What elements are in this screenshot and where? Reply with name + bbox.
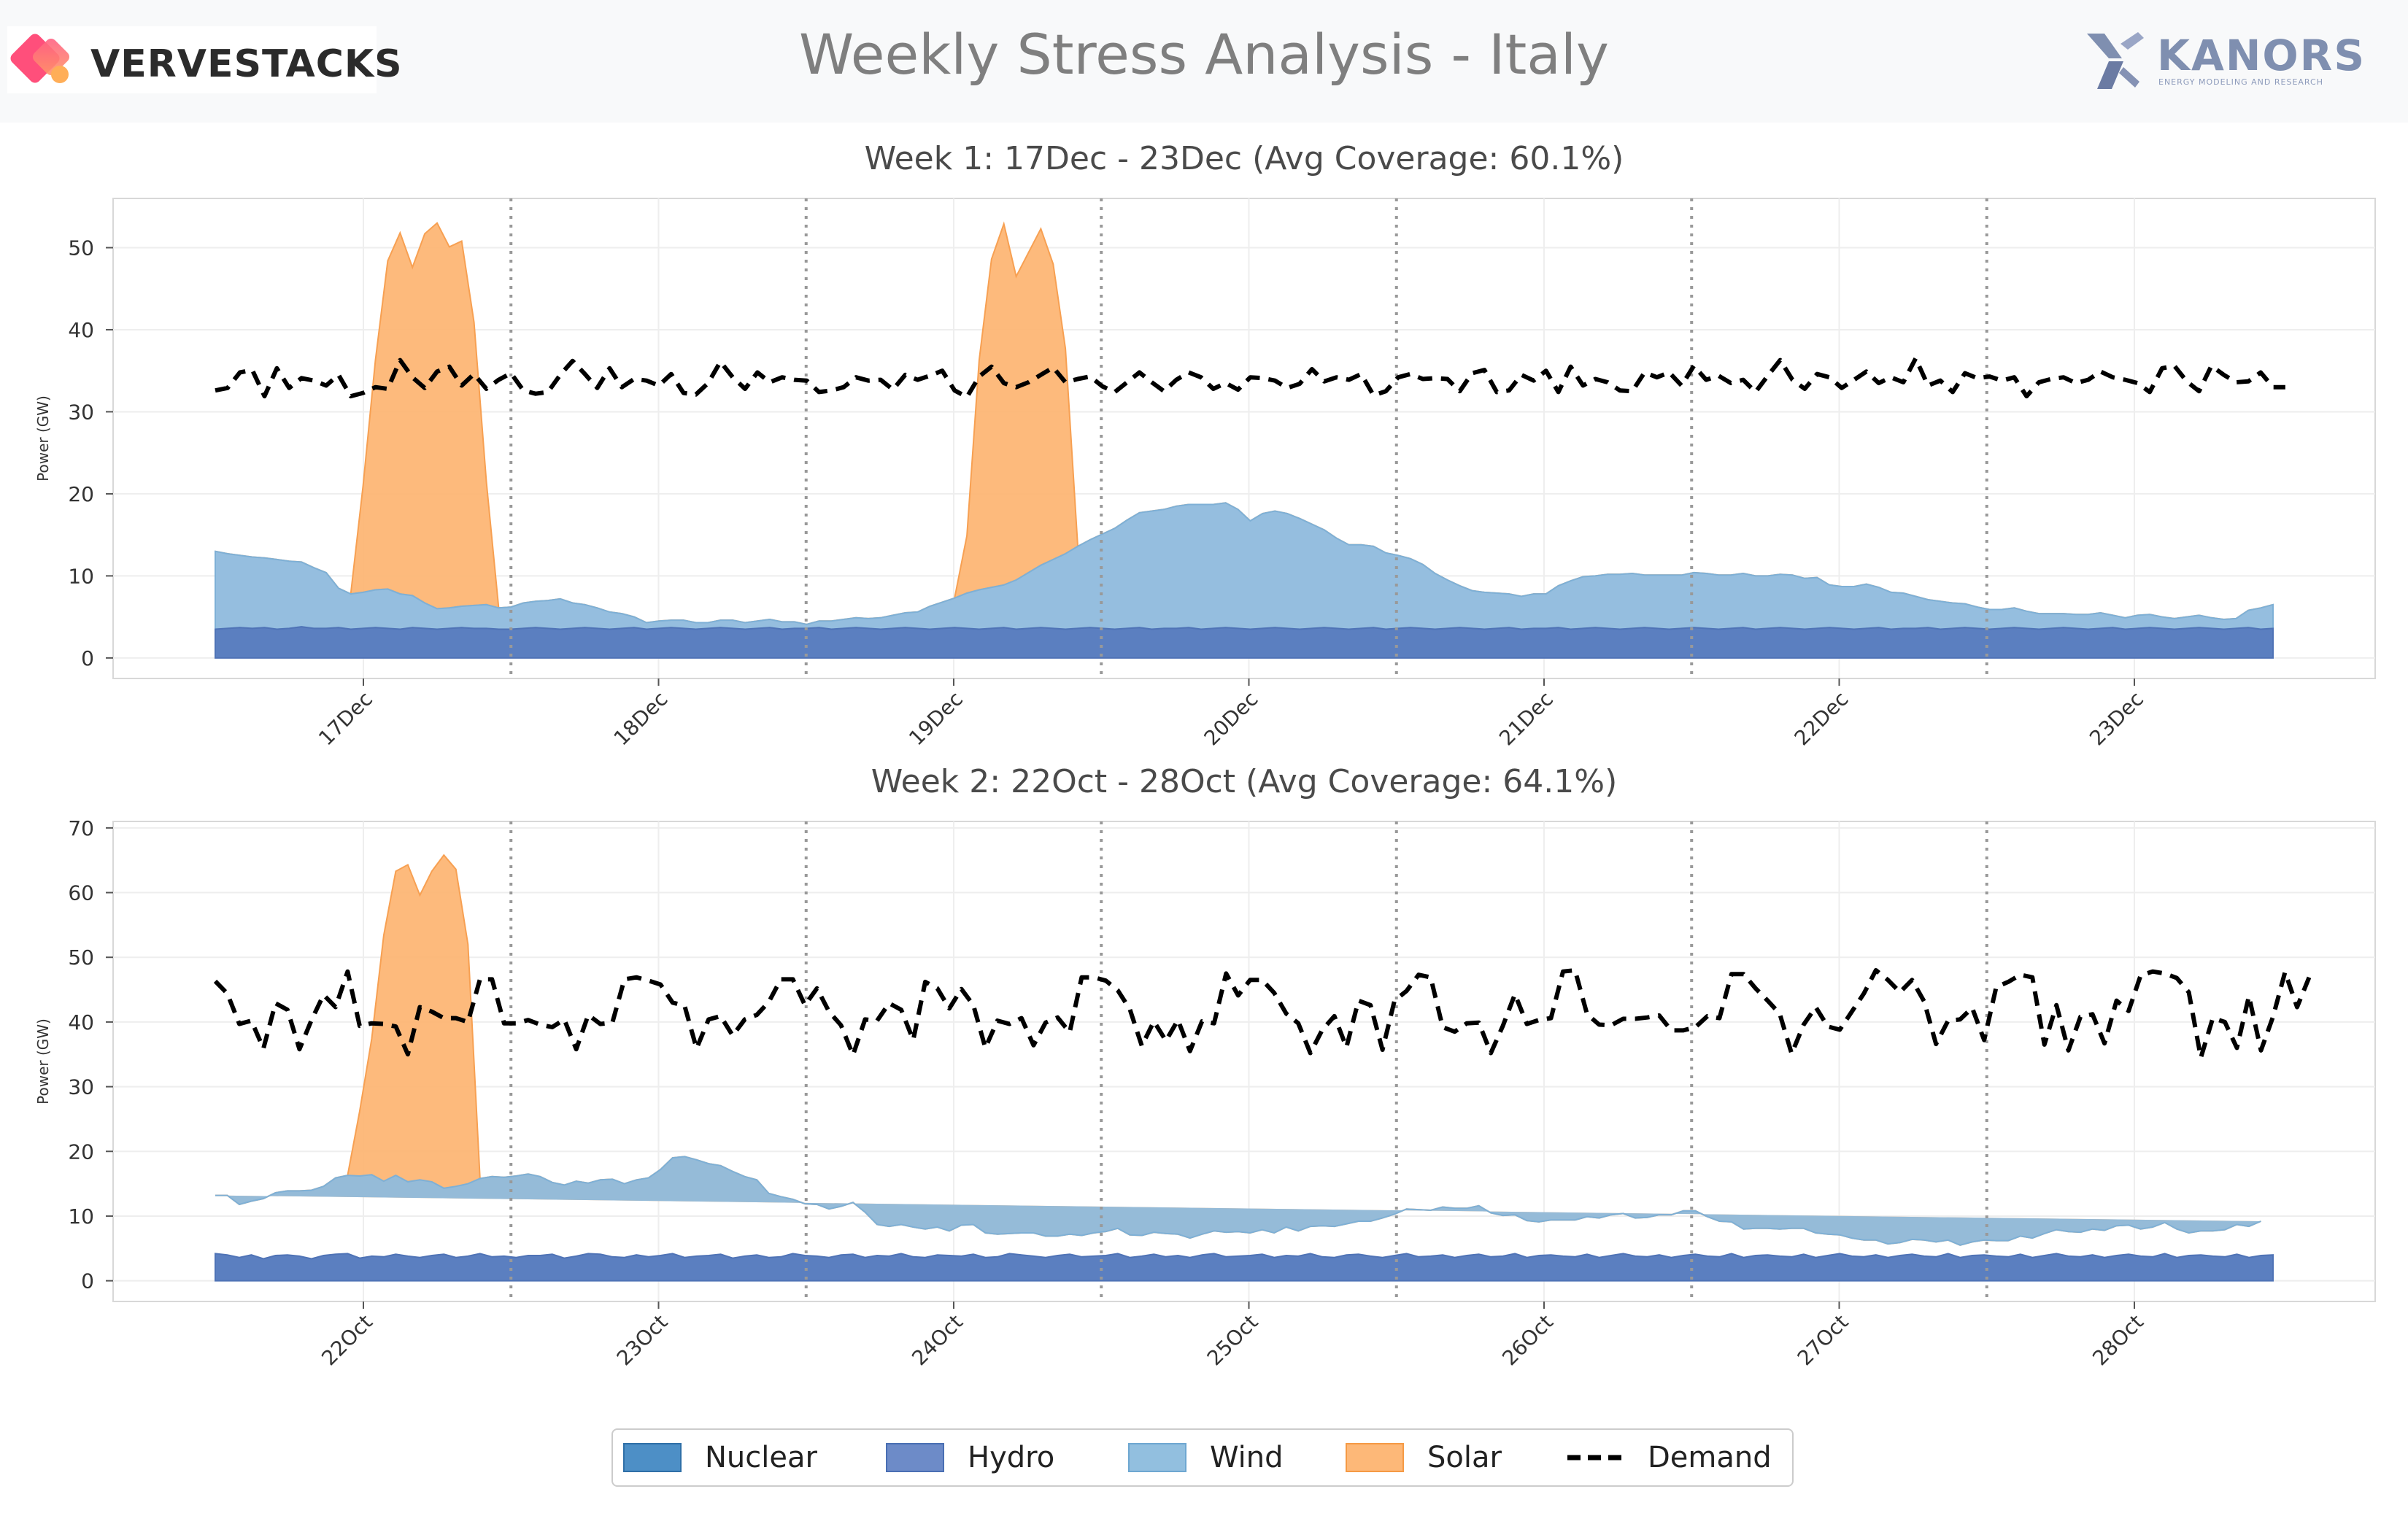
- x-tick-label: 23Dec: [2085, 687, 2148, 751]
- x-tick-label: 24Oct: [907, 1310, 968, 1371]
- legend-item-demand: Demand: [1566, 1430, 1772, 1485]
- series-demand-line: [215, 356, 2285, 400]
- x-tick-label: 22Oct: [317, 1310, 377, 1371]
- y-tick-label: 0: [81, 646, 94, 670]
- legend-item-solar: Solar: [1346, 1430, 1502, 1485]
- y-tick-label: 70: [68, 816, 94, 840]
- y-tick-label: 10: [68, 564, 94, 588]
- y-tick-label: 60: [68, 881, 94, 905]
- x-tick-label: 22Dec: [1790, 687, 1853, 751]
- x-tick-label: 18Dec: [609, 687, 673, 751]
- x-tick-label: 21Dec: [1494, 687, 1558, 751]
- vervestacks-logo-text: VERVESTACKS: [90, 42, 403, 86]
- chart-title: Week 1: 17Dec - 23Dec (Avg Coverage: 60.…: [865, 140, 1624, 177]
- legend-item-hydro: Hydro: [886, 1430, 1054, 1485]
- series-demand-line: [213, 968, 2312, 1060]
- x-tick-label: 25Oct: [1203, 1310, 1263, 1371]
- page-title: Weekly Stress Analysis - Italy: [799, 22, 1609, 87]
- legend-label-demand: Demand: [1648, 1441, 1772, 1474]
- vervestacks-logo-icon: [10, 34, 69, 83]
- legend-label-wind: Wind: [1210, 1441, 1284, 1474]
- y-tick-label: 40: [68, 318, 94, 342]
- series-wind-area: [215, 1156, 2261, 1246]
- legend-swatch-nuclear: [623, 1443, 682, 1472]
- x-tick-label: 28Oct: [2088, 1310, 2148, 1371]
- y-axis-label: Power (GW): [34, 1018, 52, 1104]
- y-tick-label: 30: [68, 400, 94, 424]
- x-tick-label: 23Oct: [612, 1310, 673, 1371]
- legend-swatch-wind: [1128, 1443, 1186, 1472]
- legend-swatch-solar: [1346, 1443, 1404, 1472]
- x-tick-label: 27Oct: [1793, 1310, 1853, 1371]
- kanors-logo-tagline: ENERGY MODELING AND RESEARCH: [2158, 77, 2323, 87]
- chart-title: Week 2: 22Oct - 28Oct (Avg Coverage: 64.…: [871, 763, 1618, 800]
- legend-item-nuclear: Nuclear: [623, 1430, 817, 1485]
- header-bar: VERVESTACKS Weekly Stress Analysis - Ita…: [0, 0, 2408, 123]
- y-tick-label: 50: [68, 236, 94, 260]
- y-axis-label: Power (GW): [34, 395, 52, 481]
- chart-panel-1: 0 10 20 30 40 50 17Dec 18Dec 19Dec 20Dec 21Dec 22De…: [34, 140, 2376, 751]
- y-tick-label: 20: [68, 1140, 94, 1164]
- legend-item-wind: Wind: [1128, 1430, 1284, 1485]
- x-tick-label: 17Dec: [314, 687, 377, 751]
- legend: Nuclear Hydro Wind Solar Demand: [611, 1428, 1794, 1487]
- vervestacks-logo: VERVESTACKS: [7, 26, 402, 93]
- legend-label-nuclear: Nuclear: [705, 1441, 817, 1474]
- kanors-logo: KANORS ENERGY MODELING AND RESEARCH: [2087, 29, 2364, 95]
- x-tick-label: 19Dec: [904, 687, 968, 751]
- y-tick-label: 0: [81, 1269, 94, 1293]
- x-tick-label: 26Oct: [1497, 1310, 1558, 1371]
- y-tick-label: 40: [68, 1010, 94, 1034]
- series-hydro-area: [215, 1253, 2274, 1282]
- legend-label-solar: Solar: [1427, 1441, 1502, 1474]
- series-hydro-area: [215, 626, 2274, 659]
- y-tick-label: 10: [68, 1204, 94, 1229]
- kanors-logo-icon: [2087, 32, 2144, 89]
- y-tick-label: 50: [68, 945, 94, 970]
- kanors-logo-name: KANORS: [2157, 31, 2366, 80]
- chart-panel-2: 0 10 20 30 40 50 60 70 22Oct 23Oct 24Oct 25Oct 26Oct…: [34, 763, 2376, 1371]
- legend-swatch-demand: [1567, 1455, 1623, 1461]
- y-tick-label: 20: [68, 482, 94, 506]
- legend-swatch-hydro: [886, 1443, 944, 1472]
- y-tick-label: 30: [68, 1075, 94, 1099]
- legend-label-hydro: Hydro: [968, 1441, 1055, 1474]
- x-tick-label: 20Dec: [1200, 687, 1263, 751]
